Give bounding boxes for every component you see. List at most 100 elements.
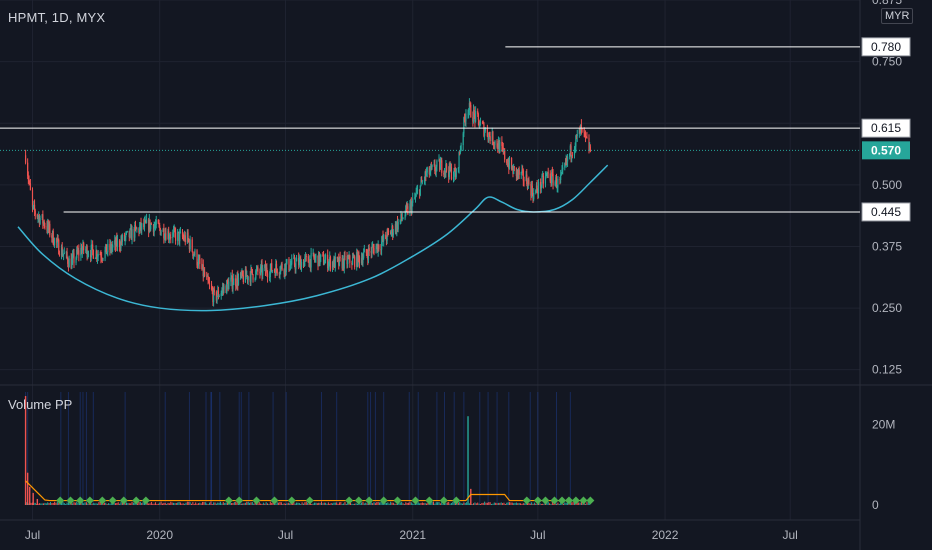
candle-body [197,258,200,266]
candle-body [492,131,494,145]
candle-body [143,221,146,228]
candle-body [560,175,562,181]
candle-body [179,231,182,233]
candle-body [465,113,467,122]
candle-body [517,169,520,175]
candle-body [300,262,303,270]
candle-body [231,275,233,289]
candle-body [361,258,363,264]
candle-body [167,231,169,240]
candle-body [491,131,493,142]
candle-body [415,192,417,196]
price-tick-label: 0.750 [872,55,902,69]
candle-body [528,179,530,184]
candle-body [356,252,359,266]
candle-body [411,202,413,212]
candle-body [542,175,544,177]
candle-body [479,125,481,127]
candle-body [414,195,417,198]
candle-body [506,163,509,167]
candle-body [382,236,384,241]
candle-body [589,146,591,151]
candle-body [375,246,377,254]
volume-marker [76,496,85,505]
candle-body [351,262,353,265]
candle-body [424,171,426,180]
candle-body [193,254,195,256]
candle-body [545,174,547,177]
candle-body [41,214,43,218]
candle-body [347,258,349,265]
candle-body [329,257,331,262]
candle-body [481,121,484,124]
candle-body [493,144,495,145]
candle-body [110,244,112,251]
candle-body [206,275,208,277]
candle-body [196,250,198,266]
candle-body [121,239,123,242]
candle-body [133,229,135,238]
candle-body [327,265,329,269]
candles [24,98,591,307]
candle-body [261,264,263,276]
candle-body [247,276,249,281]
currency-badge[interactable]: MYR [881,8,914,24]
candle-body [270,263,272,269]
candle-body [383,234,385,241]
candle-body [454,168,456,172]
volume-marker [108,496,117,505]
candle-body [356,252,358,267]
candle-body [164,233,166,239]
candle-body [419,189,421,196]
candle-body [376,243,379,252]
candle-body [53,244,55,246]
candle-body [527,179,529,189]
candle-body [279,271,281,275]
candle-body [112,244,114,248]
candle-body [304,257,306,262]
candle-body [385,238,388,241]
volume-marker [411,496,420,505]
candle-body [275,263,278,269]
time-tick-label: 2021 [399,528,426,542]
candle-body [430,165,432,167]
volume-marker [132,496,141,505]
candle-body [327,254,329,269]
candle-body [140,222,142,230]
candle-body [29,183,32,191]
candle-body [583,128,585,133]
candle-body [576,134,578,137]
candle-body [145,219,148,224]
candle-body [367,255,369,260]
candle-body [484,128,486,132]
candle-body [515,167,518,177]
candle-body [448,170,450,177]
candle-body [532,194,534,200]
candle-body [73,253,75,263]
candle-body [194,250,196,256]
candle-body [144,220,146,222]
candle-body [578,128,580,135]
candle-body [27,162,29,176]
candle-body [419,185,421,196]
candle-body [237,276,239,285]
candle-body [101,257,103,259]
candle-body [283,269,285,274]
candle-body [343,255,345,269]
candle-body [459,150,462,153]
candle-body [510,157,513,170]
candle-body [349,255,351,263]
candle-body [177,231,179,241]
candle-body [139,226,141,233]
candle-body [295,258,298,262]
candle-body [397,221,399,230]
candle-body [444,170,446,173]
candle-body [27,175,29,180]
candle-body [215,291,217,301]
candle-body [227,282,229,290]
candle-body [235,278,237,287]
candle-body [182,236,184,238]
candle-body [104,249,106,259]
candle-body [574,146,576,150]
